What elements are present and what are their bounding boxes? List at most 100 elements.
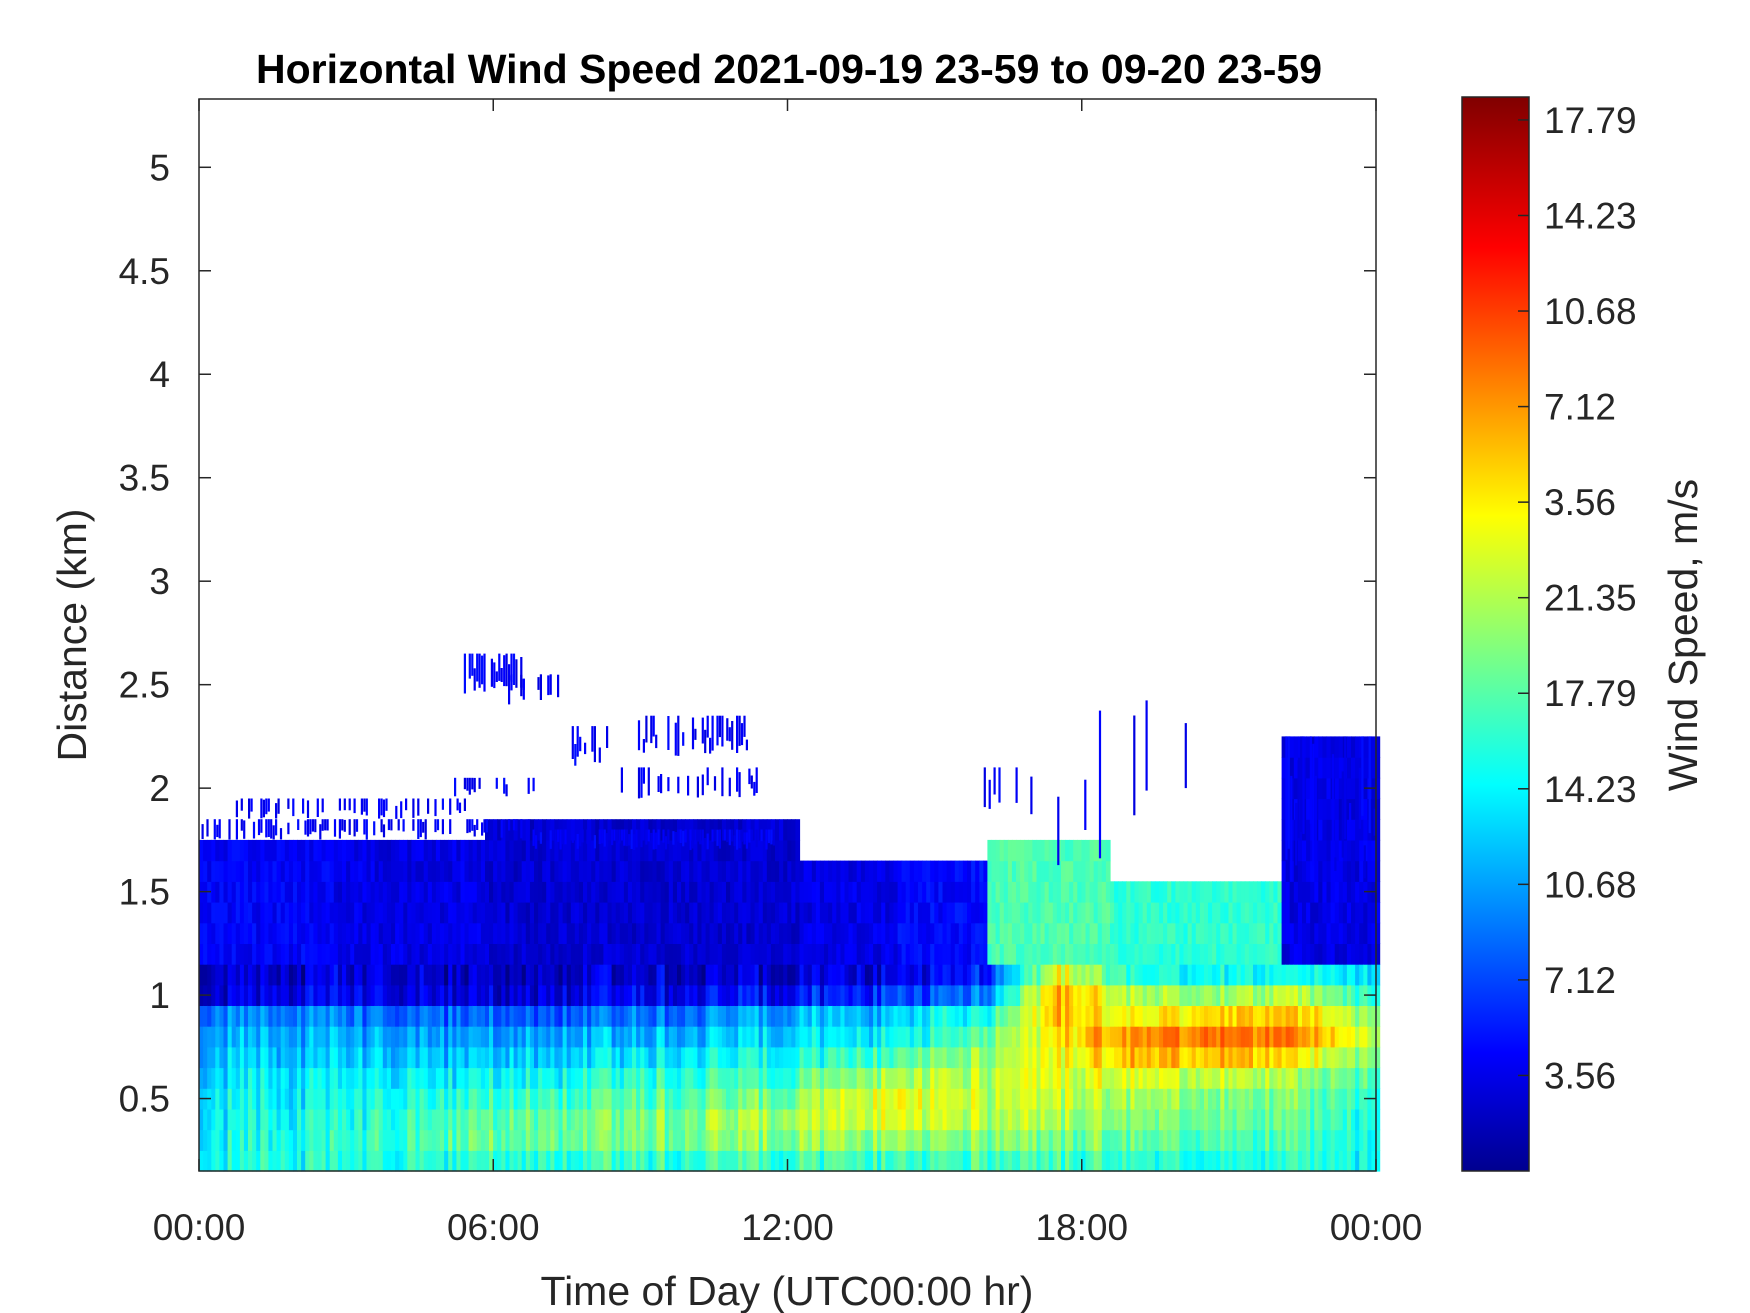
heatmap-cell	[264, 1005, 270, 1027]
heatmap-cell	[587, 1067, 592, 1089]
heatmap-cell	[697, 943, 703, 965]
heatmap-cell	[452, 839, 457, 862]
heatmap-cell	[848, 1046, 854, 1069]
heatmap-cell	[211, 984, 216, 1006]
heatmap-echo	[652, 715, 655, 737]
heatmap-cell	[640, 1108, 645, 1131]
heatmap-cell	[668, 1026, 674, 1048]
heatmap-cell	[950, 1005, 956, 1027]
heatmap-cell	[403, 922, 408, 944]
heatmap-cell	[697, 1129, 703, 1151]
heatmap-cell	[578, 964, 584, 986]
heatmap-echo	[726, 829, 729, 843]
heatmap-cell	[435, 902, 441, 924]
heatmap-cell	[1375, 1005, 1381, 1027]
heatmap-cell	[1179, 1067, 1185, 1089]
heatmap-cell	[693, 860, 698, 882]
heatmap-cell	[893, 1005, 899, 1027]
heatmap-cell	[791, 860, 796, 882]
heatmap-cell	[529, 819, 535, 841]
heatmap-cell	[1114, 1108, 1119, 1131]
heatmap-cell	[909, 1046, 915, 1069]
heatmap-cell	[693, 1005, 698, 1027]
heatmap-cell	[1163, 1150, 1168, 1172]
heatmap-cell	[975, 860, 980, 882]
heatmap-cell	[709, 1129, 715, 1151]
heatmap-cell	[1081, 881, 1087, 903]
heatmap-cell	[215, 1150, 220, 1172]
heatmap-cell	[1179, 1129, 1185, 1151]
heatmap-cell	[738, 1088, 743, 1110]
heatmap-cell	[1097, 1005, 1103, 1027]
heatmap-cell	[1146, 1088, 1152, 1110]
heatmap-cell	[636, 1088, 641, 1110]
heatmap-cell	[211, 902, 216, 924]
heatmap-cell	[248, 1088, 253, 1110]
heatmap-cell	[399, 1067, 404, 1089]
heatmap-cell	[1359, 860, 1364, 882]
heatmap-cell	[979, 1129, 984, 1151]
heatmap-cell	[1171, 902, 1176, 924]
heatmap-cell	[913, 1150, 919, 1172]
heatmap-cell	[1183, 1026, 1189, 1048]
heatmap-cell	[877, 1046, 882, 1069]
heatmap-cell	[1118, 1026, 1123, 1048]
heatmap-cell	[354, 964, 359, 986]
heatmap-cell	[419, 964, 425, 986]
heatmap-cell	[1236, 1005, 1242, 1027]
heatmap-cell	[734, 860, 739, 882]
heatmap-cell	[456, 839, 462, 862]
heatmap-cell	[603, 860, 609, 882]
heatmap-echo	[333, 819, 337, 837]
heatmap-cell	[603, 984, 609, 1006]
heatmap-cell	[378, 902, 384, 924]
heatmap-cell	[1330, 860, 1336, 882]
heatmap-cell	[717, 1108, 723, 1131]
heatmap-cell	[913, 1108, 919, 1131]
heatmap-cell	[346, 1129, 351, 1151]
heatmap-cell	[1375, 798, 1381, 820]
heatmap-cell	[293, 922, 298, 944]
heatmap-cell	[685, 1046, 690, 1069]
heatmap-cell	[730, 1067, 735, 1089]
heatmap-echo	[503, 655, 506, 687]
heatmap-cell	[1355, 943, 1360, 965]
heatmap-cell	[1118, 902, 1123, 924]
heatmap-cell	[840, 984, 846, 1006]
heatmap-cell	[1314, 860, 1319, 882]
heatmap-cell	[1028, 1005, 1033, 1027]
heatmap-cell	[926, 964, 931, 986]
heatmap-cell	[321, 1150, 327, 1172]
heatmap-echo	[427, 798, 430, 814]
heatmap-cell	[301, 839, 306, 862]
heatmap-cell	[811, 860, 817, 882]
heatmap-cell	[607, 902, 613, 924]
heatmap-cell	[444, 943, 449, 965]
heatmap-cell	[709, 839, 715, 862]
heatmap-cell	[1032, 1046, 1038, 1069]
heatmap-cell	[619, 1150, 625, 1172]
heatmap-cell	[779, 1005, 784, 1027]
heatmap-cell	[435, 1005, 441, 1027]
heatmap-cell	[239, 922, 245, 944]
heatmap-cell	[1114, 1150, 1119, 1172]
heatmap-cell	[419, 984, 425, 1006]
heatmap-cell	[1191, 902, 1197, 924]
heatmap-cell	[440, 902, 445, 924]
heatmap-cell	[754, 984, 760, 1006]
heatmap-cell	[235, 902, 241, 924]
heatmap-cell	[615, 902, 621, 924]
heatmap-cell	[391, 1150, 396, 1172]
heatmap-cell	[562, 1108, 568, 1131]
heatmap-echo	[441, 819, 444, 835]
heatmap-cell	[677, 984, 682, 1006]
heatmap-cell	[958, 1005, 964, 1027]
heatmap-cell	[391, 922, 396, 944]
heatmap-cell	[403, 984, 408, 1006]
heatmap-cell	[346, 1150, 351, 1172]
heatmap-cell	[374, 984, 380, 1006]
heatmap-cell	[517, 1026, 523, 1048]
heatmap-cell	[485, 839, 490, 862]
heatmap-cell	[1028, 881, 1033, 903]
heatmap-cell	[1150, 943, 1156, 965]
